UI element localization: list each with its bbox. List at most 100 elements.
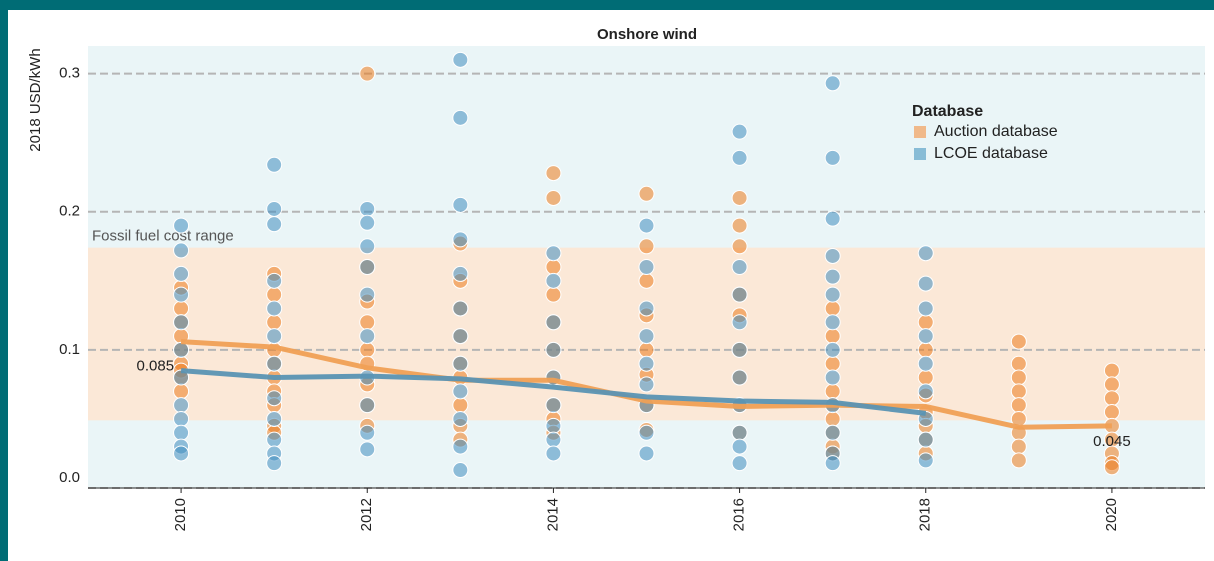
point xyxy=(731,286,748,303)
point xyxy=(545,189,562,206)
point xyxy=(173,217,190,234)
point xyxy=(824,369,841,386)
point xyxy=(266,410,283,427)
point xyxy=(731,217,748,234)
point xyxy=(1103,376,1120,393)
point xyxy=(638,355,655,372)
point xyxy=(638,376,655,393)
point xyxy=(266,328,283,345)
point xyxy=(824,286,841,303)
point xyxy=(824,75,841,92)
point xyxy=(1010,369,1027,386)
point xyxy=(545,286,562,303)
point xyxy=(545,245,562,262)
chart-title: Onshore wind xyxy=(597,26,697,43)
point xyxy=(824,383,841,400)
point xyxy=(731,123,748,140)
point xyxy=(824,268,841,285)
point xyxy=(173,341,190,358)
point xyxy=(452,109,469,126)
point xyxy=(452,231,469,248)
point xyxy=(824,455,841,472)
point xyxy=(452,462,469,479)
point xyxy=(266,314,283,331)
point xyxy=(173,286,190,303)
point xyxy=(545,445,562,462)
point xyxy=(731,424,748,441)
point xyxy=(917,431,934,448)
point xyxy=(545,417,562,434)
point xyxy=(917,245,934,262)
value-label: 0.045 xyxy=(1093,433,1131,450)
point xyxy=(638,424,655,441)
legend-title: Database xyxy=(912,103,983,120)
point xyxy=(824,314,841,331)
y-tick-label: 0.3 xyxy=(59,65,80,82)
point xyxy=(638,300,655,317)
point xyxy=(266,272,283,289)
point xyxy=(917,452,934,469)
point xyxy=(266,216,283,233)
point xyxy=(1103,362,1120,379)
point xyxy=(1103,390,1120,407)
x-tick-label: 2020 xyxy=(1103,498,1120,531)
point xyxy=(545,431,562,448)
point xyxy=(638,328,655,345)
point xyxy=(359,341,376,358)
legend-swatch xyxy=(914,126,926,138)
point xyxy=(359,65,376,82)
point xyxy=(731,189,748,206)
point xyxy=(359,328,376,345)
point xyxy=(824,424,841,441)
point xyxy=(1010,438,1027,455)
point xyxy=(173,369,190,386)
point xyxy=(1010,452,1027,469)
point xyxy=(731,259,748,275)
point xyxy=(731,314,748,331)
point xyxy=(638,185,655,202)
point xyxy=(824,328,841,345)
point xyxy=(452,383,469,400)
point xyxy=(266,431,283,448)
x-tick-label: 2016 xyxy=(731,498,748,531)
point xyxy=(1010,397,1027,414)
point xyxy=(638,445,655,462)
point xyxy=(917,341,934,358)
point xyxy=(824,247,841,264)
point xyxy=(824,149,841,166)
point xyxy=(545,314,562,331)
point xyxy=(638,259,655,275)
x-tick-label: 2018 xyxy=(917,498,934,531)
point xyxy=(1010,333,1027,350)
point xyxy=(452,355,469,372)
trend-line xyxy=(180,339,1112,430)
point xyxy=(824,300,841,317)
point xyxy=(917,355,934,372)
point xyxy=(173,424,190,441)
point xyxy=(545,397,562,414)
point xyxy=(1010,383,1027,400)
point xyxy=(731,438,748,455)
point xyxy=(266,200,283,217)
value-label: 0.085 xyxy=(137,358,175,375)
point xyxy=(173,445,190,462)
band-label: Fossil fuel cost range xyxy=(92,228,234,245)
point xyxy=(638,272,655,289)
point xyxy=(824,341,841,358)
x-tick-label: 2010 xyxy=(172,498,189,531)
trend-line xyxy=(180,368,927,416)
point xyxy=(173,410,190,427)
point xyxy=(173,314,190,331)
point xyxy=(452,300,469,317)
point xyxy=(266,355,283,372)
point xyxy=(545,341,562,358)
point xyxy=(731,455,748,472)
legend-label: Auction database xyxy=(934,123,1058,140)
point xyxy=(731,341,748,358)
point xyxy=(452,328,469,345)
point xyxy=(545,259,562,275)
point xyxy=(917,275,934,292)
point xyxy=(917,369,934,386)
